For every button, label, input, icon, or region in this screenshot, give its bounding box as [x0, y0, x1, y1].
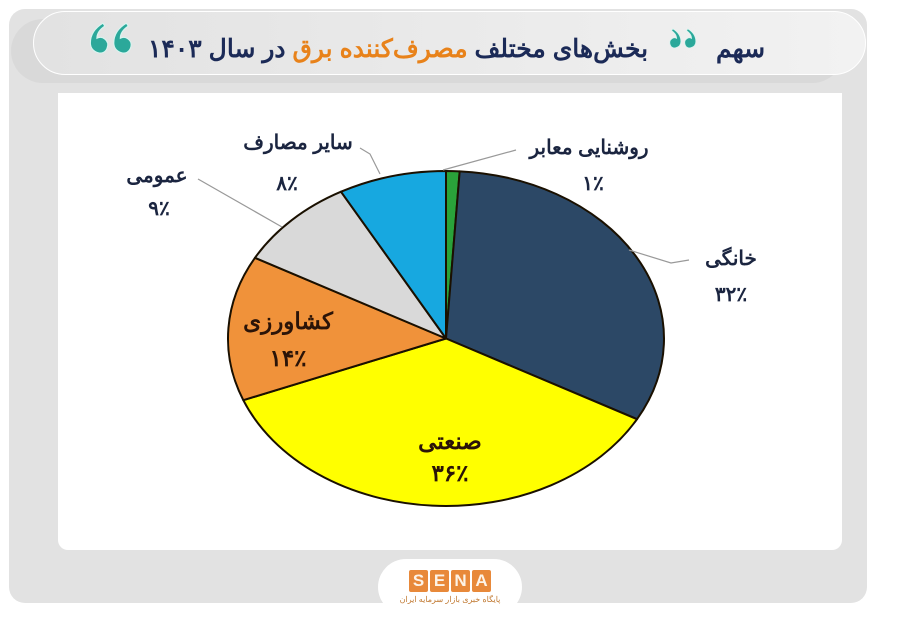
svg-text:۳۲٪: ۳۲٪ [715, 284, 747, 306]
svg-text:عمومی: عمومی [126, 165, 187, 188]
svg-text:سایر مصارف: سایر مصارف [243, 132, 353, 155]
svg-text:۱۴٪: ۱۴٪ [269, 345, 306, 371]
svg-text:خانگی: خانگی [705, 246, 757, 270]
svg-text:صنعتی: صنعتی [418, 428, 482, 454]
svg-text:۱٪: ۱٪ [582, 173, 604, 195]
svg-text:کشاورزی: کشاورزی [243, 308, 334, 336]
svg-text:۹٪: ۹٪ [148, 198, 170, 220]
svg-text:۸٪: ۸٪ [275, 173, 298, 195]
svg-text:روشنایی معابر: روشنایی معابر [527, 137, 648, 160]
svg-text:۳۶٪: ۳۶٪ [431, 460, 468, 486]
